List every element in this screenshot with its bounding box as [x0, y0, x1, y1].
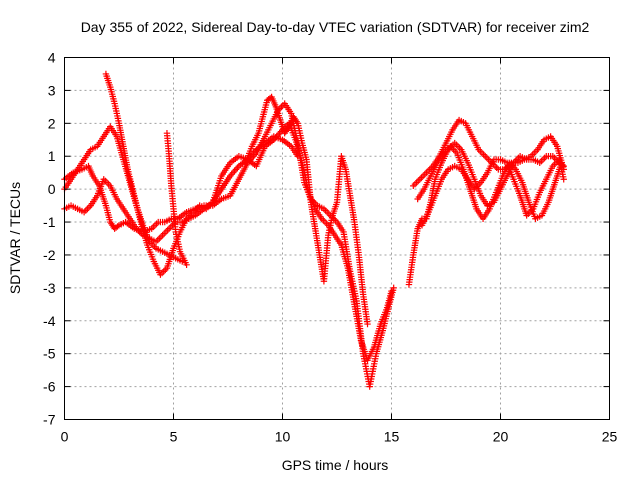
x-tick-label: 0	[61, 429, 69, 445]
series-track-9	[414, 143, 565, 222]
data-point	[114, 223, 121, 230]
x-axis-label: GPS time / hours	[282, 457, 389, 473]
series-track-6	[242, 93, 371, 328]
data-point	[390, 284, 397, 292]
axes: -7 -6 -5 -4 -3 -2 -1 0 1 2 3 4 0 5 10 15 20 25	[43, 50, 617, 445]
series-track-4	[61, 123, 186, 265]
data-point	[388, 287, 395, 295]
x-tick-label: 20	[493, 429, 509, 445]
y-tick-label: -5	[43, 346, 56, 362]
y-tick-label: -6	[43, 379, 56, 395]
y-tick-label: -2	[43, 247, 56, 263]
y-tick-label: 0	[48, 181, 56, 197]
data-point	[560, 176, 567, 183]
x-tick-label: 15	[384, 429, 400, 445]
data-marks	[61, 70, 567, 390]
y-tick-label: -4	[43, 313, 56, 329]
series-track-8	[410, 116, 567, 190]
data-point	[294, 153, 301, 160]
x-tick-label: 10	[275, 429, 291, 445]
y-tick-label: -7	[43, 412, 56, 428]
series-track-10	[418, 156, 567, 229]
y-tick-label: 2	[48, 115, 56, 131]
data-point	[183, 261, 190, 269]
y-tick-label: 4	[48, 50, 56, 66]
y-axis-label: SDTVAR / TECUs	[7, 182, 23, 294]
plot-frame	[64, 57, 610, 420]
series-track-1	[61, 100, 397, 390]
x-tick-label: 25	[602, 429, 618, 445]
chart-title: Day 355 of 2022, Sidereal Day-to-day VTE…	[81, 19, 590, 35]
x-tick-label: 5	[170, 429, 178, 445]
y-tick-label: -1	[43, 214, 56, 230]
data-point	[364, 320, 371, 328]
y-tick-label: -3	[43, 280, 56, 296]
y-tick-label: 1	[48, 148, 56, 164]
y-tick-label: 3	[48, 82, 56, 98]
series-track-5	[163, 129, 190, 269]
